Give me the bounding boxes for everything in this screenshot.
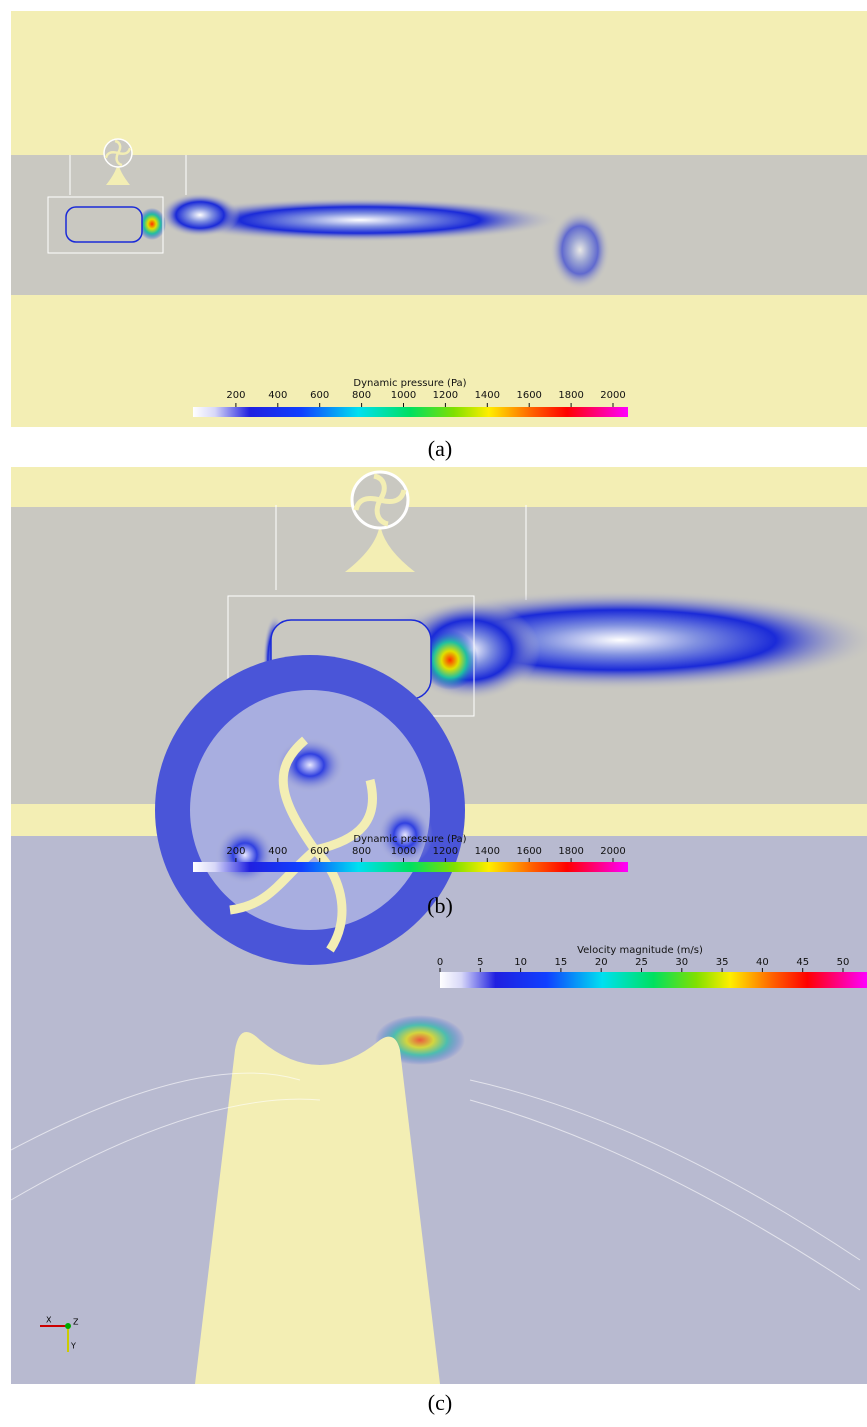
- colorbar-tick-label: 1800: [558, 390, 583, 401]
- colorbar-tick-label: 1200: [433, 390, 458, 401]
- colorbar-title: Dynamic pressure (Pa): [353, 378, 466, 389]
- colorbar-tick-label: 50: [837, 957, 850, 968]
- colorbar-tick-label: 400: [268, 846, 287, 857]
- colorbar-tick-label: 600: [310, 846, 329, 857]
- colorbar-tick-label: 600: [310, 390, 329, 401]
- panel-caption: (c): [428, 1390, 452, 1415]
- colorbar-tick-label: 45: [796, 957, 809, 968]
- panel-a: [11, 11, 867, 427]
- colorbar-title: Velocity magnitude (m/s): [577, 945, 703, 956]
- axis-label: Y: [70, 1342, 76, 1351]
- panel-caption: (a): [428, 436, 452, 461]
- colorbar-tick-label: 800: [352, 846, 371, 857]
- colorbar-tick-label: 35: [716, 957, 729, 968]
- figure: X Z Y Dynamic pressure (Pa)2004006008001…: [0, 0, 867, 1423]
- colorbar-tick-label: 5: [477, 957, 483, 968]
- colorbar-tick-label: 1200: [433, 846, 458, 857]
- colorbar-tick-label: 20: [595, 957, 608, 968]
- colorbar-tick-label: 2000: [600, 390, 625, 401]
- colorbar-tick-label: 0: [437, 957, 443, 968]
- colorbar-tick-label: 40: [756, 957, 769, 968]
- colorbar-tick-label: 1000: [391, 390, 416, 401]
- axis-label: Z: [73, 1318, 79, 1327]
- colorbar-tick-label: 2000: [600, 846, 625, 857]
- colorbar-tick-label: 1000: [391, 846, 416, 857]
- colorbar-tick-label: 200: [226, 390, 245, 401]
- colorbar-tick-label: 30: [675, 957, 688, 968]
- colorbar-tick-label: 1400: [475, 390, 500, 401]
- colorbar-tick-label: 400: [268, 390, 287, 401]
- colorbar-tick-label: 1800: [558, 846, 583, 857]
- colorbar-tick-label: 15: [555, 957, 568, 968]
- colorbar-tick-label: 10: [514, 957, 527, 968]
- colorbar: [440, 972, 867, 988]
- colorbar-tick-label: 200: [226, 846, 245, 857]
- colorbar-tick-label: 25: [635, 957, 648, 968]
- colorbar: [193, 862, 628, 872]
- colorbar-tick-label: 1600: [516, 390, 541, 401]
- colorbar-title: Dynamic pressure (Pa): [353, 834, 466, 845]
- panel-caption: (b): [427, 893, 453, 918]
- colorbar-tick-label: 1600: [516, 846, 541, 857]
- colorbar-tick-label: 800: [352, 390, 371, 401]
- colorbar: [193, 407, 628, 417]
- colorbar-tick-label: 1400: [475, 846, 500, 857]
- axis-label: X: [46, 1316, 52, 1325]
